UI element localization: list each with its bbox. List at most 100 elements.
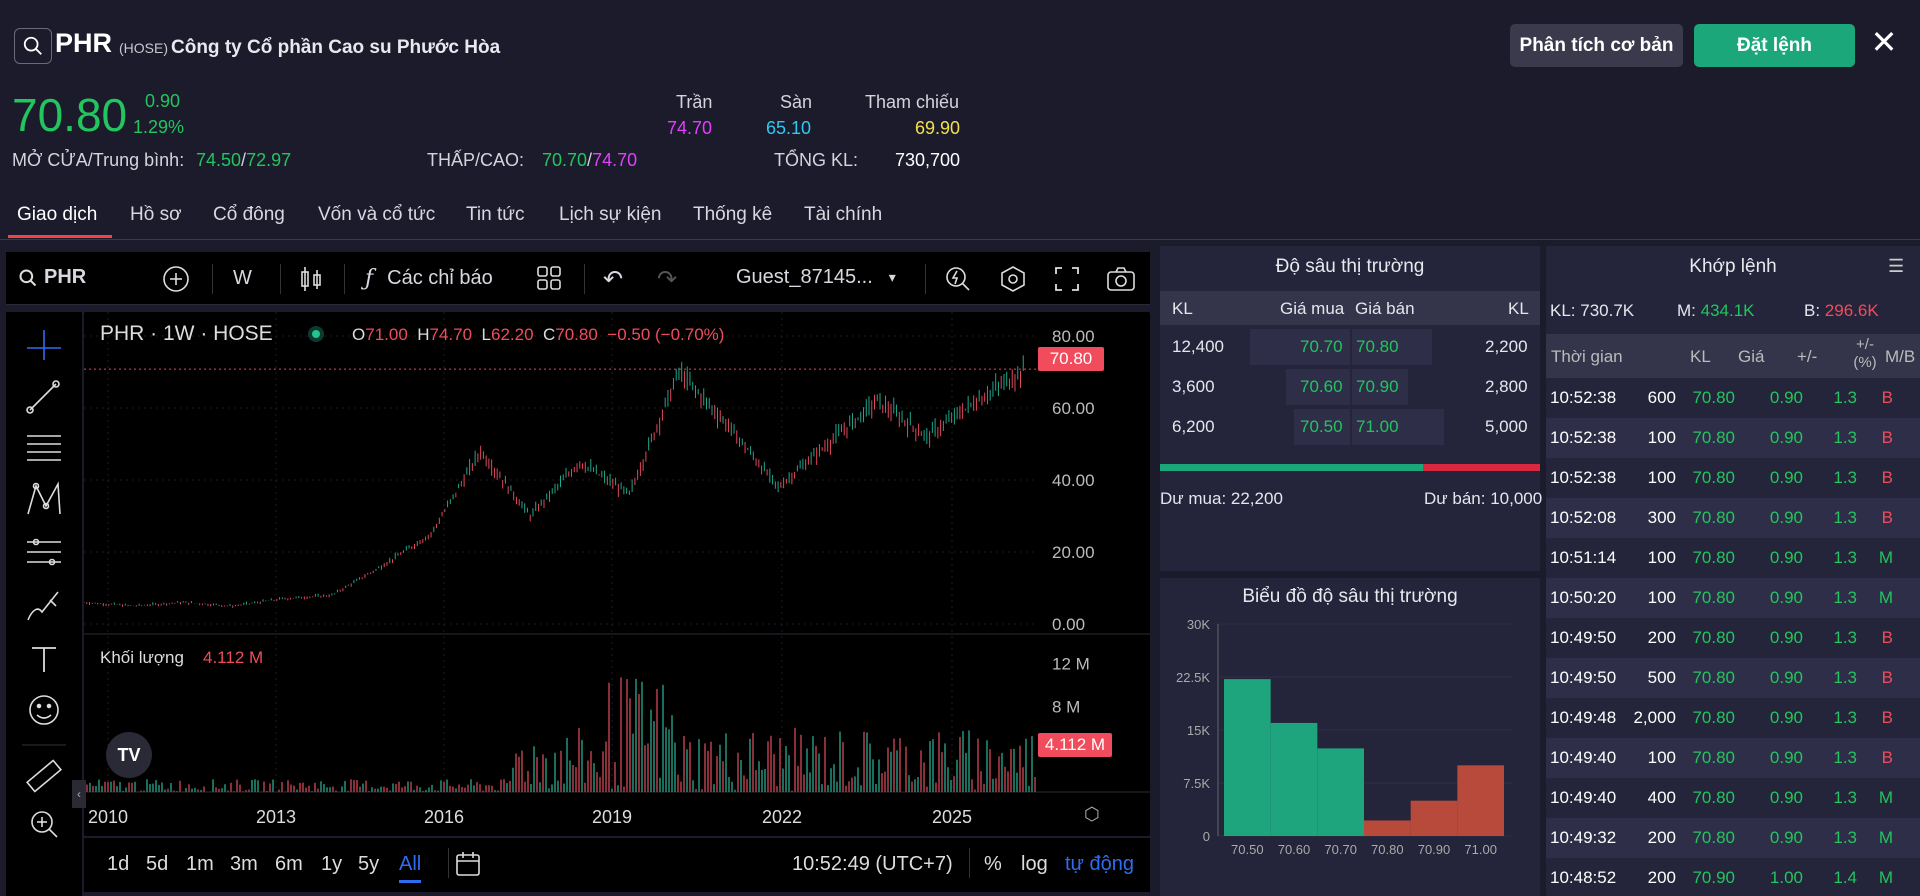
zoom-in-icon[interactable] [31, 811, 58, 838]
collapse-toolbar-button[interactable]: ‹ [72, 780, 86, 808]
trade-price: 70.80 [1692, 388, 1735, 407]
interval-select[interactable]: W [233, 267, 252, 289]
tradingview-logo[interactable]: TV [106, 732, 152, 778]
divider [969, 848, 970, 878]
analysis-button[interactable]: Phân tích cơ bản [1510, 24, 1683, 67]
log-scale-toggle[interactable]: log [1021, 853, 1048, 875]
ask-price[interactable]: 70.80 [1356, 337, 1399, 356]
trade-change-pct: 1.3 [1833, 668, 1857, 687]
price-chart[interactable]: 80.00 60.00 40.00 20.00 0.00 2010 2013 2016 2019… [84, 312, 1150, 836]
trade-change: 0.90 [1769, 588, 1803, 607]
bid-price[interactable]: 70.70 [1300, 337, 1343, 356]
tab-shareholders[interactable]: Cổ đông [213, 204, 285, 225]
quick-search-icon[interactable] [944, 265, 972, 293]
range-button-5y[interactable]: 5y [358, 853, 380, 875]
trade-qty: 100 [1647, 468, 1676, 487]
bid-qty: 6,200 [1172, 417, 1215, 436]
range-button-5d[interactable]: 5d [146, 853, 169, 875]
trade-side: B [1881, 388, 1893, 407]
depth-x-tick: 70.60 [1278, 842, 1311, 857]
bid-price[interactable]: 70.60 [1300, 377, 1343, 396]
open-price: 74.50 [196, 150, 242, 170]
ohlc-close: 70.80 [555, 325, 598, 344]
tab-events[interactable]: Lịch sự kiện [559, 204, 662, 225]
trade-time: 10:49:48 [1550, 708, 1617, 727]
trade-change: 1.00 [1769, 868, 1803, 887]
axis-settings-icon[interactable]: ⬡ [1084, 804, 1100, 824]
reference-label: Tham chiếu [865, 92, 960, 112]
ask-price[interactable]: 70.90 [1356, 377, 1399, 396]
trade-qty: 600 [1647, 388, 1676, 407]
trade-change: 0.90 [1769, 748, 1803, 767]
brush-icon[interactable] [27, 591, 59, 621]
range-button-6m[interactable]: 6m [275, 853, 303, 875]
trade-change-pct: 1.3 [1833, 548, 1857, 567]
undo-icon[interactable]: ↶ [603, 266, 624, 293]
bid-price[interactable]: 70.50 [1300, 417, 1343, 436]
trade-row: 10:48:52 200 70.90 1.00 1.4 M [1546, 858, 1920, 896]
trade-change-pct: 1.3 [1833, 428, 1857, 447]
camera-icon[interactable] [1106, 265, 1136, 293]
chart-area[interactable] [84, 312, 1150, 836]
range-bar [84, 838, 1150, 892]
trade-time: 10:49:50 [1550, 628, 1617, 647]
y-tick-label: 60.00 [1052, 399, 1095, 418]
text-tool-icon[interactable] [32, 647, 56, 672]
range-button-1y[interactable]: 1y [321, 853, 343, 875]
search-button[interactable] [14, 28, 52, 64]
tab-capital-dividends[interactable]: Vốn và cổ tức [318, 204, 436, 225]
high-price: 74.70 [592, 150, 638, 170]
indicators-button[interactable]: ƒ Các chỉ báo [365, 266, 493, 291]
ask-price[interactable]: 71.00 [1356, 417, 1399, 436]
close-icon[interactable]: ✕ [1870, 24, 1898, 60]
volume-value: 4.112 M [203, 648, 264, 667]
tab-profile[interactable]: Hồ sơ [130, 204, 182, 225]
tab-trading[interactable]: Giao dịch [17, 204, 98, 225]
range-button-1m[interactable]: 1m [186, 853, 214, 875]
trade-price: 70.80 [1692, 628, 1735, 647]
layouts-grid-icon[interactable] [536, 265, 562, 291]
calendar-icon[interactable] [453, 849, 483, 884]
compare-icon[interactable] [161, 264, 191, 294]
fib-lines-icon[interactable] [27, 435, 61, 461]
company-name: Công ty Cổ phần Cao su Phước Hòa [171, 37, 501, 58]
list-view-icon[interactable]: ☰ [1888, 256, 1905, 276]
fullscreen-icon[interactable] [1053, 265, 1081, 293]
range-button-all[interactable]: All [399, 853, 422, 875]
x-tick-label: 2022 [762, 807, 802, 827]
emoji-icon[interactable] [29, 695, 59, 725]
ruler-icon[interactable] [25, 759, 63, 793]
market-status-dot [308, 326, 324, 342]
time-header: Thời gian [1551, 347, 1623, 366]
trades-summary: KL: 730.7K [1550, 301, 1634, 321]
trade-change-pct: 1.3 [1833, 748, 1857, 767]
range-button-3m[interactable]: 3m [230, 853, 258, 875]
settings-icon[interactable] [999, 265, 1027, 293]
percent-scale-toggle[interactable]: % [984, 853, 1002, 875]
symbol-search[interactable]: PHR [18, 266, 86, 289]
candle-style-icon[interactable] [298, 264, 324, 294]
price-change: 0.90 [145, 91, 181, 111]
depth-x-tick: 70.90 [1418, 842, 1451, 857]
trendline-icon[interactable] [26, 380, 60, 414]
projection-icon[interactable] [27, 538, 61, 566]
tab-financials[interactable]: Tài chính [804, 204, 883, 225]
trade-change-pct: 1.3 [1833, 388, 1857, 407]
search-icon [23, 36, 42, 55]
user-layout-select[interactable]: Guest_87145... ▾ [736, 266, 896, 289]
range-button-1d[interactable]: 1d [107, 853, 130, 875]
bid-depth-bar [1286, 369, 1350, 405]
trades-list[interactable]: 10:52:38 600 70.80 0.90 1.3 B 10:52:38 100 70.80… [1546, 378, 1920, 896]
trade-price: 70.80 [1692, 468, 1735, 487]
crosshair-icon[interactable] [27, 330, 61, 360]
place-order-button[interactable]: Đặt lệnh [1694, 24, 1855, 67]
bid-depth-bar [1294, 409, 1350, 445]
tab-news[interactable]: Tin tức [466, 204, 525, 225]
auto-scale-toggle[interactable]: tự động [1065, 853, 1134, 875]
pattern-icon[interactable] [27, 481, 61, 515]
depth-bar [1270, 722, 1318, 836]
drawing-toolbar [6, 312, 82, 896]
redo-icon[interactable]: ↷ [657, 266, 678, 293]
tab-statistics[interactable]: Thống kê [693, 204, 773, 225]
trade-side: M [1878, 828, 1893, 847]
